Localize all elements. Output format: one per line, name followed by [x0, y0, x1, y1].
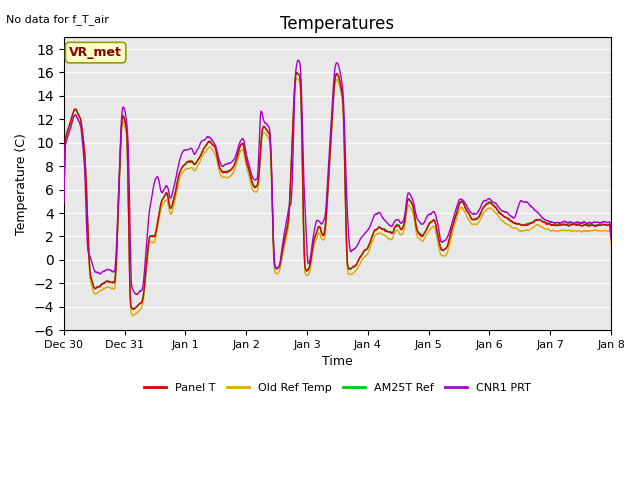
- CNR1 PRT: [607, 234, 615, 240]
- Panel T: [592, 224, 600, 229]
- CNR1 PRT: [312, 220, 320, 226]
- Old Ref Temp: [129, 313, 136, 319]
- Old Ref Temp: [592, 228, 600, 233]
- Panel T: [326, 144, 334, 150]
- Old Ref Temp: [607, 240, 615, 245]
- CNR1 PRT: [133, 292, 141, 298]
- Old Ref Temp: [294, 75, 301, 81]
- AM25T Ref: [607, 236, 615, 242]
- CNR1 PRT: [88, 259, 95, 265]
- CNR1 PRT: [492, 200, 499, 206]
- Old Ref Temp: [60, 201, 68, 206]
- Panel T: [607, 236, 615, 241]
- X-axis label: Time: Time: [322, 355, 353, 369]
- Old Ref Temp: [312, 237, 320, 243]
- CNR1 PRT: [326, 131, 334, 137]
- CNR1 PRT: [294, 58, 302, 63]
- AM25T Ref: [326, 144, 334, 150]
- Panel T: [591, 224, 599, 229]
- Panel T: [312, 231, 320, 237]
- AM25T Ref: [293, 71, 301, 76]
- Panel T: [492, 204, 499, 210]
- AM25T Ref: [88, 276, 95, 282]
- AM25T Ref: [592, 223, 600, 228]
- CNR1 PRT: [592, 219, 600, 225]
- AM25T Ref: [312, 232, 320, 238]
- AM25T Ref: [492, 204, 499, 210]
- Text: No data for f_T_air: No data for f_T_air: [6, 14, 109, 25]
- Old Ref Temp: [591, 227, 599, 233]
- Old Ref Temp: [492, 210, 499, 216]
- CNR1 PRT: [60, 201, 68, 206]
- AM25T Ref: [129, 307, 136, 312]
- Panel T: [129, 306, 137, 312]
- Y-axis label: Temperature (C): Temperature (C): [15, 133, 28, 235]
- Line: CNR1 PRT: CNR1 PRT: [64, 60, 611, 295]
- Panel T: [88, 277, 95, 283]
- Old Ref Temp: [326, 149, 334, 155]
- AM25T Ref: [60, 197, 68, 203]
- Legend: Panel T, Old Ref Temp, AM25T Ref, CNR1 PRT: Panel T, Old Ref Temp, AM25T Ref, CNR1 P…: [140, 379, 535, 398]
- Line: Old Ref Temp: Old Ref Temp: [64, 78, 611, 316]
- Line: Panel T: Panel T: [64, 72, 611, 309]
- Text: VR_met: VR_met: [69, 46, 122, 59]
- Panel T: [60, 198, 68, 204]
- CNR1 PRT: [591, 219, 599, 225]
- Title: Temperatures: Temperatures: [280, 15, 394, 33]
- AM25T Ref: [591, 222, 599, 228]
- Old Ref Temp: [88, 283, 95, 288]
- Panel T: [293, 70, 301, 75]
- Line: AM25T Ref: AM25T Ref: [64, 73, 611, 310]
